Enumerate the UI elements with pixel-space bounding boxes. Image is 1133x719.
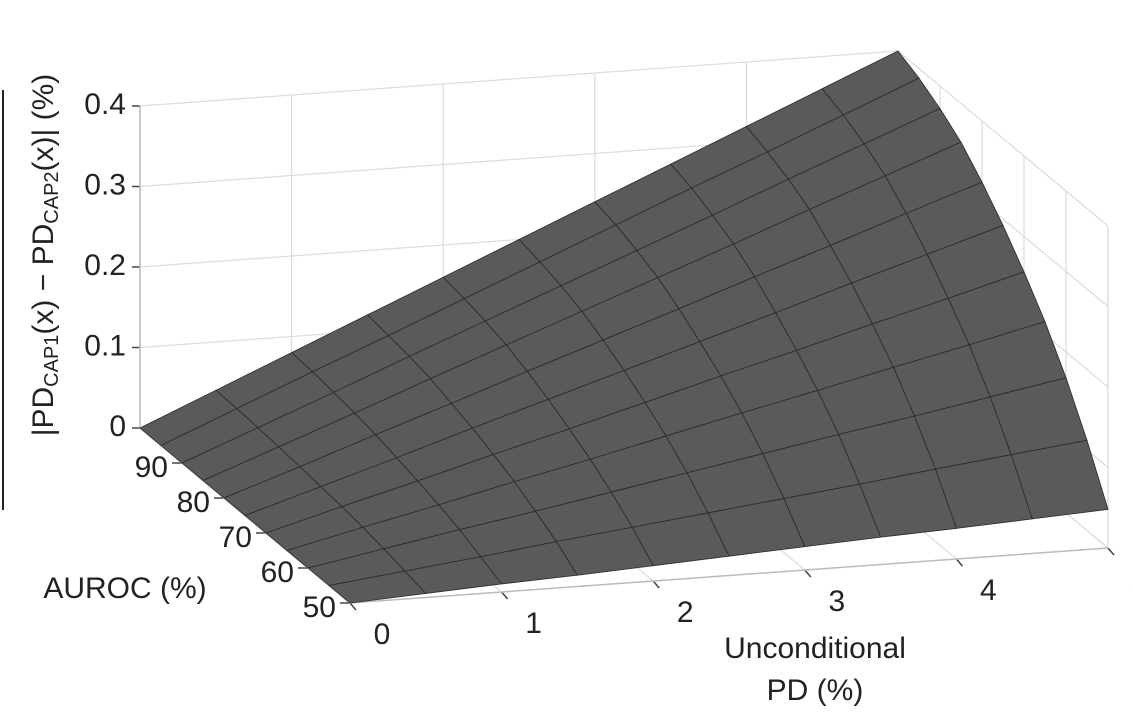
x-axis xyxy=(349,547,1109,604)
x-tick xyxy=(501,591,509,600)
x-tick xyxy=(652,580,660,589)
z-tick-label: 0.4 xyxy=(84,88,126,121)
y-tick-label: 80 xyxy=(177,486,210,519)
z-label-text: |PDCAP1(x) − PDCAP2(x)| (%) xyxy=(27,74,63,437)
grid-line xyxy=(139,50,899,107)
z-tick-label: 0 xyxy=(109,410,126,443)
x-tick xyxy=(349,602,357,611)
z-label-sub: CAP2 xyxy=(41,171,63,223)
z-label-part: |PD xyxy=(27,387,60,436)
x-tick-label: 5 xyxy=(1132,563,1133,596)
y-axis-label: AUROC (%) xyxy=(43,572,206,605)
y-tick-label: 70 xyxy=(219,521,252,554)
z-label-sub: CAP1 xyxy=(41,335,63,387)
x-tick-label: 4 xyxy=(980,574,997,607)
z-tick-label: 0.3 xyxy=(84,168,126,201)
grid-line xyxy=(897,50,1109,227)
x-tick xyxy=(955,558,963,567)
x-tick xyxy=(804,569,812,578)
x-tick-label: 0 xyxy=(374,618,391,651)
z-tick-label: 0.1 xyxy=(84,329,126,362)
z-tick-label: 0.2 xyxy=(84,249,126,282)
surface-patch xyxy=(328,570,427,604)
x-axis-label: PD (%) xyxy=(767,674,864,707)
z-axis-label: |PDCAP1(x) − PDCAP2(x)| (%) xyxy=(2,74,63,510)
surface xyxy=(139,50,1109,604)
z-label-part: (x) − PD xyxy=(27,224,60,335)
y-tick-label: 50 xyxy=(303,591,336,624)
x-tick-label: 2 xyxy=(677,596,694,629)
x-tick-label: 3 xyxy=(828,585,845,618)
x-tick xyxy=(1107,547,1115,556)
y-tick-label: 60 xyxy=(261,556,294,589)
x-axis-label: Unconditional xyxy=(724,632,906,665)
x-tick-label: 1 xyxy=(525,607,542,640)
y-tick-label: 90 xyxy=(135,451,168,484)
z-label-part: (x)| (%) xyxy=(27,74,60,172)
